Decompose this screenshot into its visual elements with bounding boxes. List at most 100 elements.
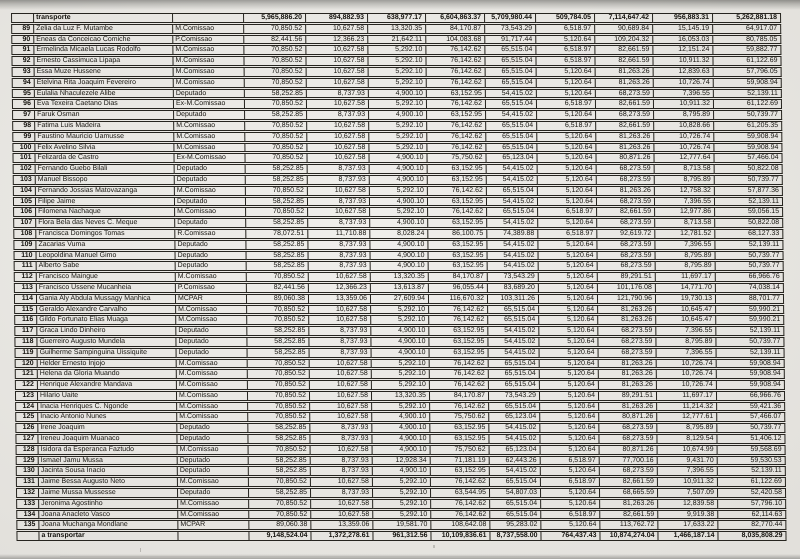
- amount-cell-6: 6,518.97: [536, 99, 597, 110]
- scan-speck: [140, 548, 141, 552]
- amount-cell-5: 65,123.04: [486, 153, 538, 164]
- row-number-cell: 112: [13, 272, 37, 282]
- amount-cell-9: 50,739.77: [714, 174, 783, 185]
- amount-cell-1: 70,850.52: [247, 315, 310, 326]
- name-cell: Gania Aly Abdula Mussagy Manhica: [36, 293, 177, 304]
- amount-cell-7: 68,273.59: [595, 88, 654, 99]
- row-number-cell: 118: [14, 336, 38, 347]
- amount-cell-1: 58,252.85: [245, 164, 308, 174]
- amount-cell-4: 76,142.62: [426, 66, 486, 77]
- category-cell: M.Comissao: [177, 477, 249, 488]
- category-cell: M.Comissao: [173, 45, 245, 56]
- amount-cell-4: 76,142.62: [429, 315, 489, 326]
- amount-cell-7: 81,263.26: [595, 66, 654, 77]
- amount-cell-2: 10,627.58: [307, 153, 370, 164]
- amount-cell-8: 10,645.47: [656, 304, 717, 315]
- amount-cell-5: 65,515.04: [489, 401, 541, 412]
- amount-cell-8: 12,839.63: [653, 66, 714, 77]
- table-row: 113 Francisco Ussene Mucanheia P.Comissao 8…: [13, 282, 784, 293]
- amount-cell-1: 58,252.85: [248, 455, 311, 466]
- amount-cell-8: 7,507.09: [657, 488, 719, 498]
- amount-cell-3: 4,900.10: [371, 326, 430, 336]
- table-row: 101 Felizarda de Castro Ex-M.Comissao 70,85…: [12, 153, 783, 164]
- name-cell: Eva Texeira Caetano Dias: [34, 99, 175, 110]
- amount-cell-5: 73,543.29: [487, 272, 539, 282]
- amount-cell-7: 7,114,647.42: [595, 13, 654, 23]
- amount-cell-8: 9,919.38: [658, 509, 719, 520]
- table-row: 89 Zelia da Luz F. Mutambe M.Comissao 70,85…: [11, 23, 782, 34]
- category-cell: M.Comissao: [174, 120, 246, 131]
- amount-cell-2: 10,627.58: [309, 304, 372, 315]
- amount-cell-1: 58,252.85: [248, 434, 311, 444]
- amount-cell-9: 80,785.05: [713, 34, 782, 45]
- amount-cell-6: 6,518.97: [538, 228, 598, 239]
- table-row: 131 Jaime Bessa Augusto Neto M.Comissao 70,…: [15, 477, 786, 488]
- amount-cell-2: 8,737.93: [307, 164, 370, 174]
- amount-cell-5: 54,415.02: [488, 347, 540, 358]
- name-cell: Fernando Guebo Bilali: [35, 164, 175, 174]
- amount-cell-3: 4,900.10: [370, 218, 429, 228]
- amount-cell-6: 6,518.97: [537, 120, 597, 131]
- amount-cell-8: 7,396.55: [653, 88, 714, 99]
- name-cell: Ernesto Cassimuca Lipapa: [34, 56, 174, 66]
- amount-cell-7: 68,273.59: [598, 336, 657, 347]
- amount-cell-5: 65,515.04: [486, 131, 538, 142]
- row-number-cell: 100: [12, 142, 36, 153]
- amount-cell-2: 8,737.93: [309, 347, 372, 358]
- row-number-cell: 119: [14, 347, 38, 358]
- amount-cell-2: 8,737.93: [310, 466, 373, 477]
- amount-cell-1: 58,252.85: [248, 488, 312, 498]
- amount-cell-6: 6,518.97: [540, 455, 600, 466]
- amount-cell-8: 8,795.89: [654, 174, 715, 185]
- table-row: 100 Felix Avelino Silvia M.Comissao 70,850.…: [12, 142, 783, 153]
- amount-cell-2: 10,627.58: [307, 185, 370, 196]
- amount-cell-7: 68,273.59: [597, 218, 656, 228]
- amount-cell-7: 68,273.59: [596, 196, 656, 207]
- row-number-cell: 117: [14, 326, 38, 336]
- table-row: 104 Fernando Jossias Matovazanga M.Comissa…: [12, 185, 783, 196]
- amount-cell-1: 82,441.56: [244, 34, 307, 45]
- amount-cell-2: 1,372,278.61: [311, 531, 374, 542]
- amount-cell-7: 68,273.59: [596, 110, 655, 120]
- table-row: 120 Helder Ernesto Injojo M.Comissao 70,850…: [14, 358, 785, 369]
- amount-cell-8: 10,911.32: [657, 477, 718, 488]
- amount-cell-5: 74,389.88: [487, 228, 539, 239]
- amount-cell-3: 961,312.56: [373, 531, 432, 542]
- amount-cell-6: 5,120.64: [540, 412, 600, 423]
- table-row: 103 Manuel Bissopo Deputado 58,252.85 8,737.…: [12, 174, 783, 185]
- amount-cell-1: 70,850.52: [244, 23, 307, 34]
- amount-cell-3: 4,900.10: [370, 239, 429, 250]
- name-cell: Flora Bela das Neves C. Meque: [36, 218, 176, 228]
- table-row: 108 Francisca Domingos Tomas R.Comissao 78,…: [13, 228, 784, 239]
- amount-cell-6: 5,120.64: [538, 250, 598, 261]
- amount-cell-7: 81,263.26: [599, 401, 658, 412]
- amount-cell-5: 65,515.04: [488, 304, 540, 315]
- amount-cell-7: 82,661.59: [595, 56, 654, 66]
- amount-cell-4: 63,152.95: [429, 326, 489, 336]
- name-cell: Ermelinda Micaela Lucas Rodolfo: [34, 45, 174, 56]
- amount-cell-1: 70,850.52: [246, 207, 309, 218]
- amount-cell-7: 82,661.59: [595, 45, 654, 56]
- amount-cell-6: 5,120.64: [537, 174, 597, 185]
- table-row: 133 Jeronima Agostinho M.Comissao 70,850.52…: [16, 498, 787, 509]
- amount-cell-6: 5,120.64: [539, 336, 599, 347]
- amount-cell-2: 8,737.93: [309, 326, 372, 336]
- amount-cell-1: 70,850.52: [246, 272, 309, 282]
- amount-cell-6: 5,120.64: [538, 282, 598, 293]
- amount-cell-9: 57,796.05: [713, 66, 782, 77]
- amount-cell-1: 9,148,524.04: [249, 531, 312, 542]
- name-cell: Jaime Mussa Mussesse: [38, 488, 179, 498]
- amount-cell-5: 54,415.02: [489, 434, 541, 444]
- amount-cell-7: 92,619.72: [597, 228, 656, 239]
- amount-cell-2: 10,627.58: [306, 23, 369, 34]
- table-row: 117 Graca Lindo Dinheiro Deputado 58,252.85…: [14, 326, 785, 336]
- amount-cell-9: 52,420.58: [717, 488, 787, 498]
- row-number-cell: 103: [12, 174, 36, 185]
- amount-cell-3: 638,977.17: [368, 13, 427, 23]
- amount-cell-7: 81,263.26: [598, 358, 657, 369]
- category-cell: P.Comissao: [175, 282, 247, 293]
- name-cell: Fernando Jossias Matovazanga: [35, 185, 175, 196]
- amount-cell-9: 59,056.15: [715, 207, 784, 218]
- category-cell: M.Comissao: [173, 66, 245, 77]
- amount-cell-6: 5,120.64: [537, 164, 597, 174]
